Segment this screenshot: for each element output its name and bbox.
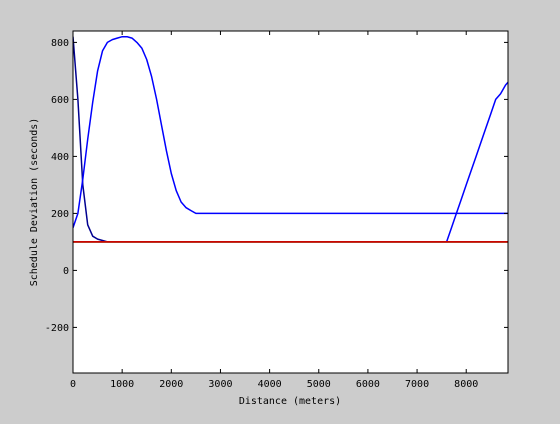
series-line (73, 35, 508, 228)
x-tick-label: 4000 (258, 379, 282, 390)
y-tick-label: 600 (51, 95, 69, 106)
x-tick-label: 1000 (110, 379, 134, 390)
axes-frame (72, 30, 509, 374)
x-tick-label: 2000 (159, 379, 183, 390)
y-tick-label: 0 (63, 266, 69, 277)
x-tick-label: 0 (70, 379, 76, 390)
y-axis-label: Schedule Deviation (seconds) (29, 118, 40, 287)
x-tick-label: 3000 (208, 379, 232, 390)
axes-background (73, 31, 508, 373)
x-tick-label: 8000 (454, 379, 478, 390)
y-tick-label: 200 (51, 209, 69, 220)
x-tick-label: 7000 (405, 379, 429, 390)
y-tick-label: 400 (51, 152, 69, 163)
x-tick-label: 5000 (307, 379, 331, 390)
y-tick-label: 800 (51, 38, 69, 49)
series-group (73, 35, 508, 243)
ticks-group: 0 1000 2000 3000 4000 5000 6000 7000 8000 -200 0 20… (45, 31, 508, 390)
x-tick-label: 6000 (356, 379, 380, 390)
x-axis-label: Distance (meters) (239, 396, 341, 407)
y-tick-label: -200 (45, 323, 69, 334)
